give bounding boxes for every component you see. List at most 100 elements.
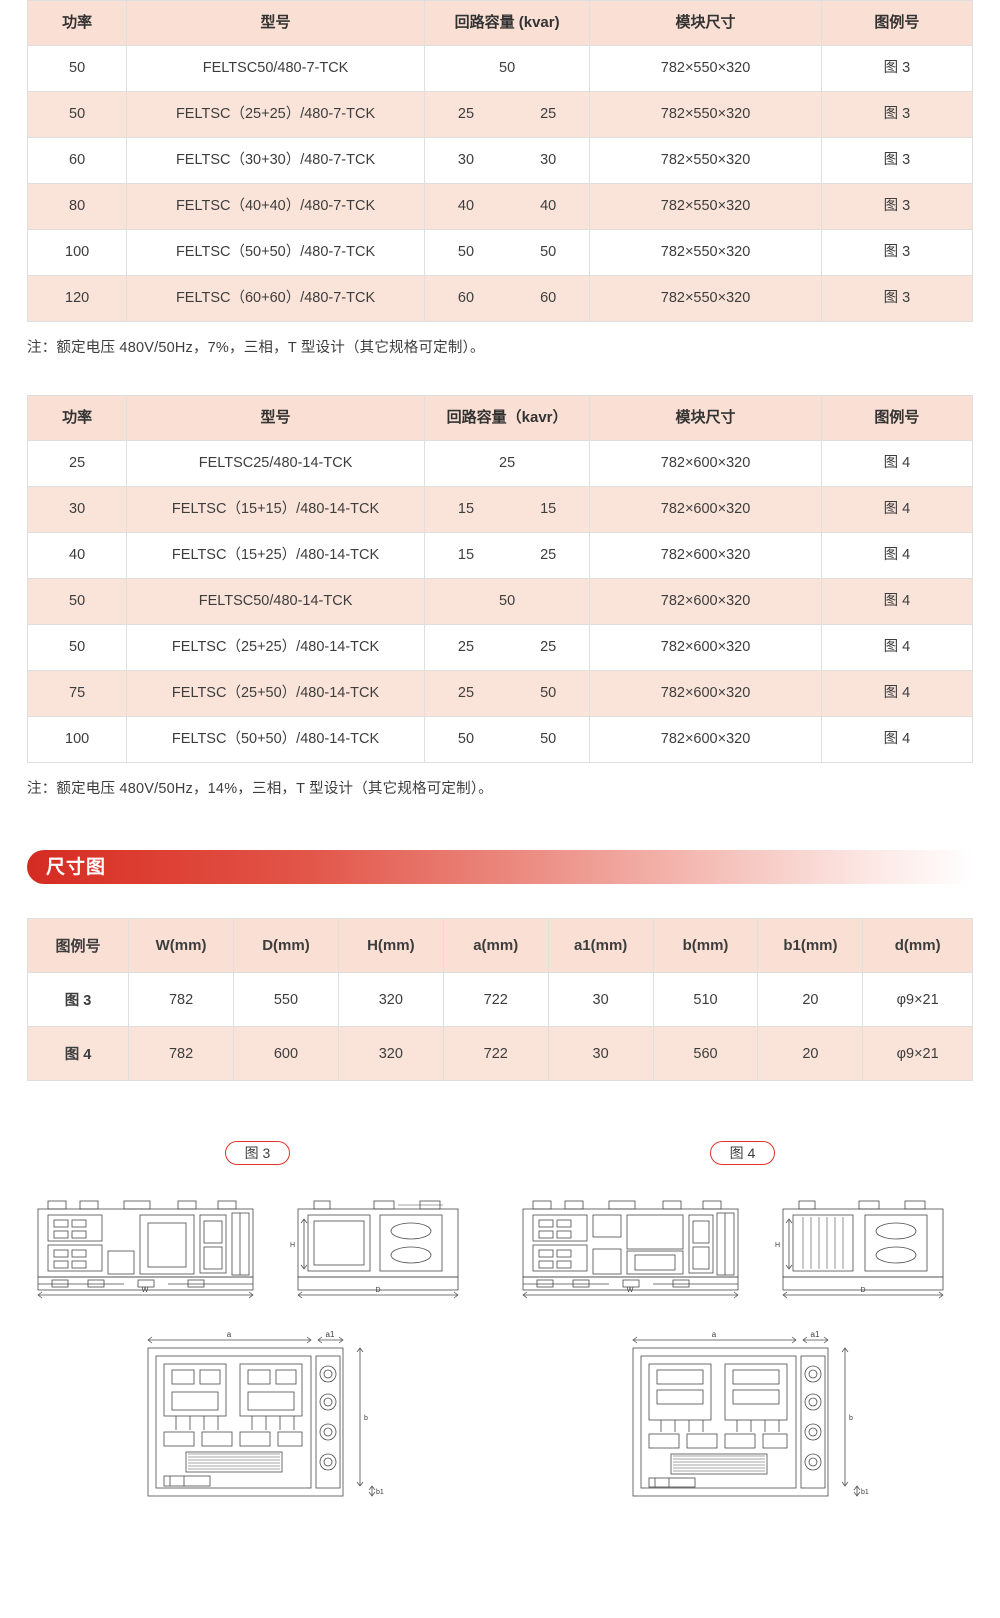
table-row: 100 FELTSC（50+50）/480-14-TCK 50 50 782×600×3… (26, 716, 974, 763)
col-header-model: 型号 (126, 395, 425, 441)
capacity-value: 40 (540, 198, 557, 215)
capacity-value: 50 (540, 731, 557, 748)
cell-circuit-capacity: 25 25 (423, 624, 591, 671)
section-title: 尺寸图 (46, 856, 107, 878)
table-header-row: 功率 型号 回路容量 (kvar) 模块尺寸 图例号 (26, 0, 974, 46)
cell-module-size: 782×600×320 (589, 716, 822, 763)
cell-module-size: 782×600×320 (589, 578, 822, 625)
dim-col-header: D(mm) (233, 918, 339, 973)
capacity-value: 60 (457, 290, 475, 307)
cell-circuit-capacity: 60 60 (423, 275, 591, 322)
dim-cell-fig: 图 3 (26, 972, 130, 1027)
fig3-height-label: H (290, 1242, 295, 1249)
table-row: 60 FELTSC（30+30）/480-7-TCK 30 30 782×550×320… (26, 137, 974, 184)
fig3-elevation-views: W D H (15, 1191, 500, 1306)
cell-circuit-capacity: 15 15 (423, 486, 591, 533)
capacity-value: 50 (457, 244, 475, 261)
capacity-value: 25 (540, 547, 557, 564)
spacer (0, 357, 1000, 395)
dim-cell-d: φ9×21 (862, 1026, 973, 1081)
fig3-top-view-svg: a a1 b b1 (146, 1330, 383, 1497)
dim-col-header: a1(mm) (547, 918, 654, 973)
fig3-front-and-side-view-svg: W D H (36, 1200, 459, 1299)
fig-badge-4: 图 4 (709, 1141, 776, 1165)
cell-power: 80 (26, 183, 128, 230)
dim-cell-D: 600 (233, 1026, 339, 1081)
table-row: 50 FELTSC（25+25）/480-14-TCK 25 25 782×600×32… (26, 624, 974, 671)
cell-module-size: 782×550×320 (589, 91, 822, 138)
cell-module-size: 782×550×320 (589, 45, 822, 92)
cell-power: 120 (26, 275, 128, 322)
fig4-top-b1-label: b1 (861, 1489, 869, 1496)
cell-figure-no: 图 3 (820, 229, 974, 276)
cell-figure-no: 图 4 (820, 578, 974, 625)
dim-cell-a1: 30 (547, 1026, 654, 1081)
spec-table-14pct: 功率 型号 回路容量（kavr） 模块尺寸 图例号 25 FELTSC25/480… (26, 395, 974, 763)
cell-module-size: 782×550×320 (589, 275, 822, 322)
dim-cell-a: 722 (442, 1026, 549, 1081)
cell-model: FELTSC（30+30）/480-7-TCK (126, 137, 425, 184)
cell-circuit-capacity: 25 50 (423, 670, 591, 717)
note-14pct: 注：额定电压 480V/50Hz，14%，三相，T 型设计（其它规格可定制）。 (27, 781, 493, 797)
cell-power: 40 (26, 532, 128, 579)
spec-table-7pct-wrap: 功率 型号 回路容量 (kvar) 模块尺寸 图例号 50 FELTSC50/48… (0, 0, 1000, 322)
cell-module-size: 782×600×320 (589, 624, 822, 671)
col-header-module-size: 模块尺寸 (589, 0, 822, 46)
capacity-value: 30 (457, 152, 475, 169)
drawing-column-fig4: 图 4 (500, 1141, 985, 1506)
cell-model: FELTSC（15+15）/480-14-TCK (126, 486, 425, 533)
cell-figure-no: 图 3 (820, 183, 974, 230)
cell-module-size: 782×550×320 (589, 137, 822, 184)
table-row: 40 FELTSC（15+25）/480-14-TCK 15 25 782×600×32… (26, 532, 974, 579)
dim-col-header: 图例号 (26, 918, 130, 973)
col-header-module-size: 模块尺寸 (589, 395, 822, 441)
col-header-power: 功率 (26, 395, 128, 441)
spec-table-14pct-wrap: 功率 型号 回路容量（kavr） 模块尺寸 图例号 25 FELTSC25/480… (0, 395, 1000, 763)
capacity-value: 60 (540, 290, 557, 307)
cell-power: 100 (26, 716, 128, 763)
dim-col-header: W(mm) (128, 918, 234, 973)
cell-module-size: 782×550×320 (589, 229, 822, 276)
fig-badge-row: 图 3 (15, 1141, 500, 1171)
dim-cell-W: 782 (128, 1026, 234, 1081)
cell-power: 100 (26, 229, 128, 276)
dim-cell-fig: 图 4 (26, 1026, 130, 1081)
cell-figure-no: 图 3 (820, 91, 974, 138)
col-header-figure: 图例号 (820, 395, 974, 441)
table-row: 120 FELTSC（60+60）/480-7-TCK 60 60 782×550×32… (26, 275, 974, 322)
fig4-top-view-svg: a a1 b b1 (631, 1330, 869, 1497)
dim-col-header: H(mm) (337, 918, 444, 973)
cell-circuit-capacity: 25 (423, 440, 591, 487)
fig4-side-depth-label: D (860, 1287, 865, 1294)
cell-circuit-capacity: 40 40 (423, 183, 591, 230)
fig4-top-a1-label: a1 (810, 1330, 819, 1339)
table-row: 25 FELTSC25/480-14-TCK 25 782×600×320 图 4 (26, 440, 974, 487)
dim-col-header: a(mm) (442, 918, 549, 973)
capacity-value: 50 (457, 731, 475, 748)
col-header-figure: 图例号 (820, 0, 974, 46)
drawing-column-fig3: 图 3 (15, 1141, 500, 1506)
cell-figure-no: 图 4 (820, 716, 974, 763)
col-header-model: 型号 (126, 0, 425, 46)
cell-model: FELTSC（50+50）/480-7-TCK (126, 229, 425, 276)
cell-model: FELTSC（25+25）/480-7-TCK (126, 91, 425, 138)
capacity-value: 25 (540, 639, 557, 656)
fig3-top-b-label: b (364, 1415, 368, 1422)
cell-circuit-capacity: 30 30 (423, 137, 591, 184)
capacity-value: 15 (457, 501, 475, 518)
dim-col-header: b1(mm) (757, 918, 864, 973)
dimension-table-body: 图 3 782 550 320 722 30 510 20 φ9×21 图 4 782 600 320 7… (26, 972, 973, 1081)
dim-col-header: b(mm) (652, 918, 759, 973)
fig-badge-row: 图 4 (500, 1141, 985, 1171)
table-row: 50 FELTSC50/480-14-TCK 50 782×600×320 图 4 (26, 578, 974, 625)
fig3-top-view: a a1 b b1 (15, 1326, 500, 1506)
capacity-value: 50 (499, 60, 516, 77)
capacity-value: 25 (499, 455, 516, 472)
cell-model: FELTSC50/480-14-TCK (126, 578, 425, 625)
cell-model: FELTSC（40+40）/480-7-TCK (126, 183, 425, 230)
cell-model: FELTSC（60+60）/480-7-TCK (126, 275, 425, 322)
cell-figure-no: 图 4 (820, 670, 974, 717)
fig4-front-and-side-view-svg: W D H (521, 1200, 944, 1299)
dim-cell-H: 320 (337, 972, 444, 1027)
